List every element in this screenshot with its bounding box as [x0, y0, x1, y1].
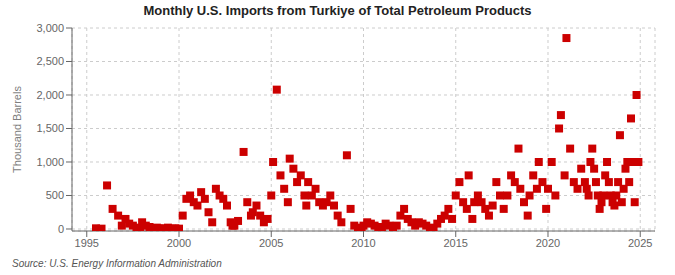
- svg-text:0: 0: [58, 223, 64, 235]
- svg-text:2,500: 2,500: [36, 55, 64, 67]
- svg-text:Thousand Barrels: Thousand Barrels: [11, 86, 23, 173]
- html-text:Monthly U.S. Imports from Turk: Monthly U.S. Imports from Turkiye of Tot…: [143, 3, 532, 18]
- svg-text:2000: 2000: [167, 237, 191, 249]
- svg-text:2025: 2025: [628, 237, 652, 249]
- svg-text:1,500: 1,500: [36, 122, 64, 134]
- svg-text:500: 500: [46, 189, 64, 201]
- svg-text:1995: 1995: [75, 237, 99, 249]
- svg-text:2015: 2015: [444, 237, 468, 249]
- svg-text:1,000: 1,000: [36, 156, 64, 168]
- svg-text:2,000: 2,000: [36, 89, 64, 101]
- html-text:Source: U.S. Energy Informatio: Source: U.S. Energy Information Administ…: [12, 258, 222, 269]
- svg-text:2020: 2020: [536, 237, 560, 249]
- svg-text:2005: 2005: [259, 237, 283, 249]
- svg-text:3,000: 3,000: [36, 22, 64, 34]
- svg-text:2010: 2010: [351, 237, 375, 249]
